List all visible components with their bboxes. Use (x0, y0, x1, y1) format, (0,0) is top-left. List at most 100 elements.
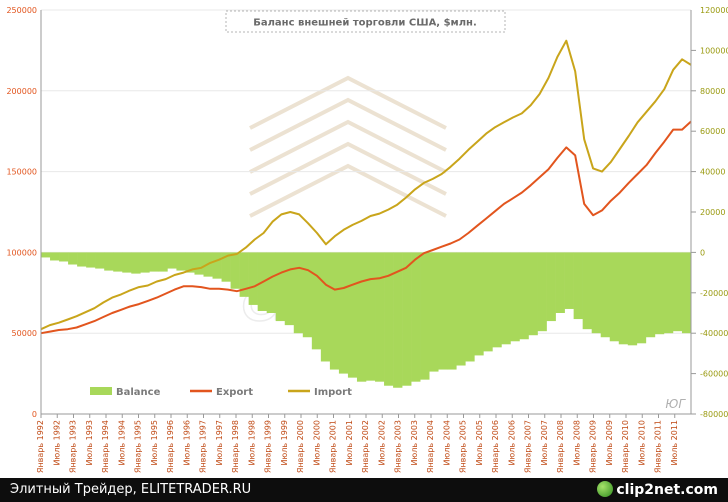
left-axis-ticks: 0 50000 100000 150000 200000 250000 (6, 6, 37, 419)
balance-bar (510, 252, 520, 342)
x-axis-tick-label: Июль 1996 (182, 420, 191, 465)
x-axis-tick-label: Июль 2002 (377, 420, 386, 465)
x-axis-tick-label: Январь 2001 (329, 420, 338, 473)
balance-bar (654, 252, 665, 335)
right-axis-tick-label: 40000 (700, 168, 725, 177)
x-axis-ticks: Январь 1992 Июль 1992 Январь 1993 Июль 1993… (36, 414, 679, 473)
balance-bar (591, 252, 602, 334)
balance-bar (447, 252, 457, 370)
right-axis-tick-label: 20000 (700, 208, 725, 217)
balance-bar (113, 252, 123, 272)
balance-bar (618, 252, 629, 345)
balance-bar (411, 252, 421, 382)
balance-bar (239, 252, 249, 297)
balance-bar (320, 252, 331, 362)
balance-bar (375, 252, 385, 382)
footer-text: Элитный Трейдер, ELITETRADER.RU (10, 482, 252, 497)
legend-label-export: Export (216, 387, 253, 398)
x-axis-tick-label: Январь 2011 (654, 420, 663, 473)
x-axis-tick-label: Январь 2005 (459, 420, 468, 473)
right-axis-tick-label: 0 (700, 248, 705, 257)
x-axis-tick-label: Июль 2005 (475, 420, 484, 465)
x-axis-tick-label: Январь 1996 (166, 420, 175, 473)
right-axis-tick-label: -20000 (700, 289, 728, 298)
balance-bar (284, 252, 295, 326)
balance-bar (347, 252, 358, 378)
balance-bar (384, 252, 394, 386)
chart-title-box: Баланс внешней торговли США, $млн. (225, 10, 506, 33)
x-axis-tick-label: Июль 1995 (150, 420, 159, 465)
x-axis-tick-label: Январь 1993 (69, 420, 78, 473)
balance-bar (230, 252, 240, 289)
balance-bar (122, 252, 132, 273)
x-axis-tick-label: Январь 1995 (134, 420, 143, 473)
x-axis-tick-label: Январь 2007 (524, 420, 533, 473)
left-axis-tick-label: 250000 (6, 6, 37, 15)
balance-bar (194, 252, 204, 275)
clip2net-logo[interactable]: clip2net.com (597, 481, 718, 498)
balance-bar (68, 252, 78, 265)
left-axis-tick-label: 100000 (6, 248, 37, 257)
balance-bar (429, 252, 439, 372)
x-axis-tick-label: Январь 1998 (231, 420, 240, 473)
left-axis-tick-label: 50000 (12, 329, 37, 338)
balance-bar (311, 252, 322, 350)
balance-bar (645, 252, 656, 338)
clip2net-ball-icon (597, 481, 614, 497)
legend: Balance Export Import (90, 387, 352, 398)
x-axis-tick-label: Июль 1998 (247, 420, 256, 465)
left-axis-tick-label: 200000 (6, 87, 37, 96)
balance-bar (41, 252, 51, 258)
x-axis-tick-label: Июль 1992 (52, 420, 61, 465)
footer-bar: Элитный Трейдер, ELITETRADER.RU clip2net… (0, 478, 728, 502)
x-axis-tick-label: Январь 1999 (264, 420, 273, 473)
right-axis-tick-label: -80000 (700, 410, 728, 419)
balance-bar (501, 252, 511, 345)
watermark-chevron (249, 119, 447, 174)
right-axis-tick-label: 120000 (700, 6, 728, 15)
balance-bar (672, 252, 683, 332)
balance-bar (167, 252, 177, 269)
import-line (40, 39, 692, 331)
x-axis-tick-label: Январь 1994 (101, 420, 110, 473)
legend-swatch-balance (90, 387, 112, 395)
x-axis-tick-label: Июль 2003 (410, 420, 419, 465)
balance-bar (176, 252, 186, 271)
watermark-chevron (249, 163, 447, 218)
x-axis-tick-label: Январь 2003 (394, 420, 403, 473)
x-axis-tick-label: Январь 2006 (491, 420, 500, 473)
balance-bar (59, 252, 69, 262)
balance-bar (663, 252, 674, 334)
balance-bar (600, 252, 611, 338)
balance-bar (158, 252, 168, 272)
balance-bar (185, 252, 195, 273)
balance-bar (140, 252, 150, 273)
left-axis-tick-label: 0 (32, 410, 37, 419)
x-axis-tick-label: Июль 2007 (540, 420, 549, 465)
balance-bars (41, 252, 692, 388)
balance-bar (393, 252, 403, 388)
balance-bar (86, 252, 96, 268)
watermark-chevron (249, 141, 447, 196)
balance-bar (293, 252, 304, 334)
right-axis-tick-label: 80000 (700, 87, 725, 96)
balance-bar (275, 252, 286, 322)
watermark-chevron (249, 97, 447, 152)
x-axis-tick-label: Июль 1999 (280, 420, 289, 465)
right-axis-tick-label: -40000 (700, 329, 728, 338)
x-axis-tick-label: Январь 2009 (589, 420, 598, 473)
balance-bar (519, 252, 529, 340)
watermark-chevron (249, 75, 447, 130)
x-axis-tick-label: Июль 1994 (117, 420, 126, 465)
x-axis-tick-label: Январь 1997 (199, 420, 208, 473)
balance-bar (609, 252, 620, 342)
balance-bar (329, 252, 340, 370)
balance-bar (266, 252, 277, 313)
right-axis-ticks: -80000 -60000 -40000 -20000 0 20000 40000 60000… (700, 6, 728, 419)
balance-bar (555, 252, 565, 313)
x-axis-tick-label: Июль 2010 (637, 420, 646, 465)
left-axis-tick-label: 150000 (6, 168, 37, 177)
x-axis-tick-label: Январь 2000 (296, 420, 305, 473)
balance-bar (338, 252, 349, 374)
